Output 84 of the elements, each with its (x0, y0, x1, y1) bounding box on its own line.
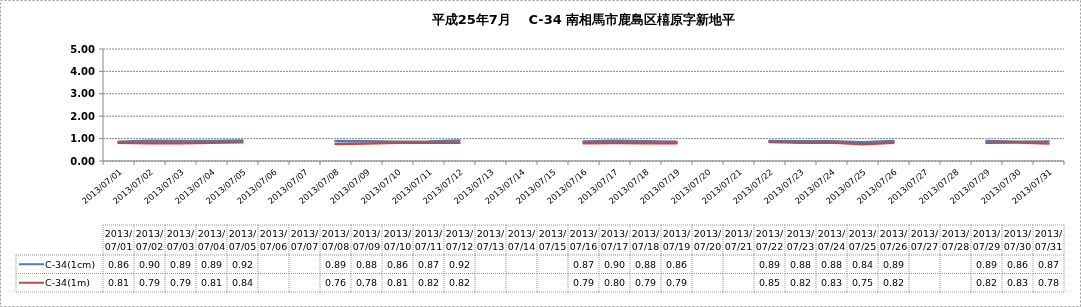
data-label: 0.88 (355, 258, 378, 270)
data-label: 0.79 (138, 277, 161, 289)
category-label: 2013/07/05 (228, 228, 257, 252)
y-tick-label: 4.00 (70, 65, 96, 77)
data-label: 0.76 (324, 277, 347, 289)
data-label: 0.82 (789, 277, 812, 289)
y-tick-label: 3.00 (70, 88, 96, 100)
data-label: 0.79 (572, 277, 595, 289)
category-label: 2013/07/24 (817, 228, 846, 252)
data-label: 0.79 (665, 277, 688, 289)
category-label: 2013/07/08 (321, 228, 350, 252)
category-label: 2013/07/01 (104, 228, 133, 252)
data-label: 0.89 (324, 258, 347, 270)
data-label: 0.86 (386, 258, 409, 270)
data-label: 0.88 (789, 258, 812, 270)
data-label: 0.81 (107, 277, 130, 289)
y-tick-label: 2.00 (70, 110, 96, 122)
category-label: 2013/07/29 (972, 228, 1001, 252)
category-label: 2013/07/19 (662, 228, 691, 252)
category-label: 2013/07/03 (166, 228, 195, 252)
data-label: 0.89 (758, 258, 781, 270)
data-label: 0.92 (231, 258, 254, 270)
category-label: 2013/07/25 (848, 228, 877, 252)
data-label: 0.83 (820, 277, 843, 289)
data-label: 0.81 (200, 277, 223, 289)
category-label: 2013/07/12 (445, 228, 474, 252)
category-label: 2013/07/02 (135, 228, 164, 252)
data-label: 0.88 (820, 258, 843, 270)
category-label: 2013/07/06 (259, 228, 288, 252)
data-label: 0.78 (355, 277, 378, 289)
data-label: 0.90 (603, 258, 626, 270)
data-label: 0.79 (634, 277, 657, 289)
category-label: 2013/07/31 (1034, 228, 1063, 252)
data-label: 0.81 (386, 277, 409, 289)
data-label: 0.79 (169, 277, 192, 289)
data-label: 0.84 (851, 258, 874, 270)
y-tick-label: 1.00 (70, 133, 96, 145)
data-label: 0.90 (138, 258, 161, 270)
data-label: 0.87 (1037, 258, 1060, 270)
legend-label: C-34(1m) (45, 277, 90, 289)
category-label: 2013/07/16 (569, 228, 598, 252)
legend-label: C-34(1cm) (45, 258, 96, 270)
data-label: 0.86 (1006, 258, 1029, 270)
data-label: 0.80 (603, 277, 626, 289)
category-label: 2013/07/26 (879, 228, 908, 252)
category-label: 2013/07/22 (755, 228, 784, 252)
category-label: 2013/07/10 (383, 228, 412, 252)
category-label: 2013/07/15 (538, 228, 567, 252)
category-label: 2013/07/11 (414, 228, 443, 252)
category-label: 2013/07/09 (352, 228, 381, 252)
category-label: 2013/07/30 (1003, 228, 1032, 252)
category-label: 2013/07/23 (786, 228, 815, 252)
category-label: 2013/07/13 (476, 228, 505, 252)
chart-title: 平成25年7月 C-34 南相馬市鹿島区橲原字新地平 (430, 12, 736, 27)
category-label: 2013/07/07 (290, 228, 319, 252)
data-label: 0.78 (1037, 277, 1060, 289)
data-label: 0.75 (851, 277, 874, 289)
category-label: 2013/07/17 (600, 228, 629, 252)
data-label: 0.89 (882, 258, 905, 270)
category-label: 2013/07/14 (507, 228, 536, 252)
data-label: 0.83 (1006, 277, 1029, 289)
y-tick-label: 0.00 (70, 155, 96, 167)
category-label: 2013/07/18 (631, 228, 660, 252)
data-label: 0.82 (975, 277, 998, 289)
category-label: 2013/07/28 (941, 228, 970, 252)
data-label: 0.89 (975, 258, 998, 270)
category-label: 2013/07/20 (693, 228, 722, 252)
data-label: 0.84 (231, 277, 254, 289)
data-label: 0.92 (448, 258, 471, 270)
data-label: 0.86 (665, 258, 688, 270)
data-label: 0.82 (448, 277, 471, 289)
data-label: 0.82 (417, 277, 440, 289)
y-tick-label: 5.00 (70, 43, 96, 55)
data-label: 0.85 (758, 277, 781, 289)
data-label: 0.87 (572, 258, 595, 270)
data-label: 0.82 (882, 277, 905, 289)
data-label: 0.86 (107, 258, 130, 270)
data-label: 0.88 (634, 258, 657, 270)
data-label: 0.89 (200, 258, 223, 270)
data-label: 0.87 (417, 258, 440, 270)
data-label: 0.89 (169, 258, 192, 270)
category-label: 2013/07/27 (910, 228, 939, 252)
category-label: 2013/07/21 (724, 228, 753, 252)
category-label: 2013/07/04 (197, 228, 226, 252)
